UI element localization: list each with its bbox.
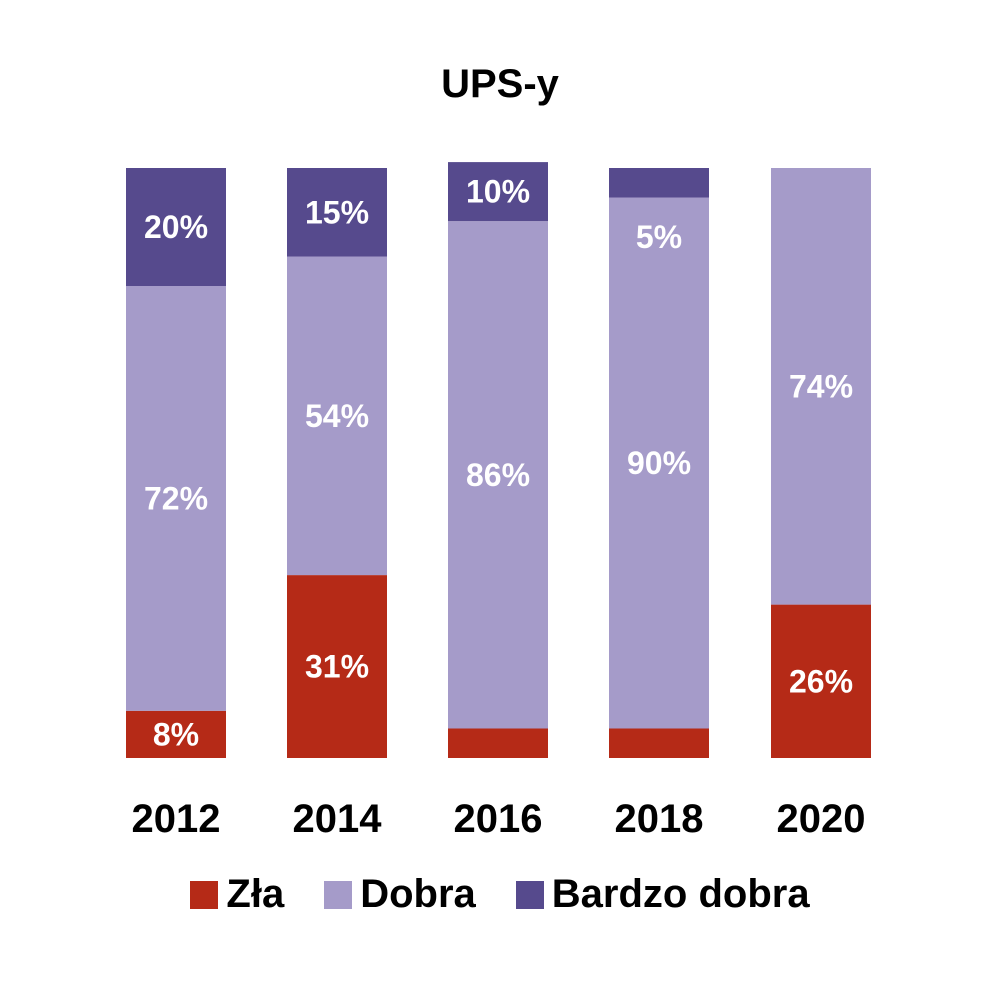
legend-swatch-zla [190, 880, 219, 909]
data-label-2014-2: 15% [305, 194, 369, 230]
x-tick-label-2020: 2020 [777, 797, 866, 841]
legend-swatch-bardzo-dobra [515, 880, 544, 909]
bar-segment-2020-0 [771, 604, 871, 758]
legend-label-bardzo-dobra: Bardzo dobra [551, 872, 810, 916]
bar-segment-2018-1 [609, 197, 709, 729]
bar-segment-2012-0 [126, 710, 226, 758]
bar-segment-2014-2 [287, 168, 387, 257]
chart-title: UPS-y [441, 62, 559, 106]
bar-segment-2012-2 [126, 168, 226, 286]
x-tick-label-2014: 2014 [293, 797, 383, 841]
legend-swatch-dobra [324, 880, 353, 909]
legend-label-dobra: Dobra [360, 872, 476, 916]
bar-segment-2016-2 [448, 162, 548, 222]
bar-segment-2012-1 [126, 286, 226, 711]
data-label-2020-0: 26% [789, 663, 853, 699]
data-label-2012-1: 72% [144, 480, 208, 516]
bar-segment-2014-0 [287, 575, 387, 758]
data-label-2012-2: 20% [144, 209, 208, 245]
x-tick-label-2018: 2018 [615, 797, 704, 841]
data-label-2014-0: 31% [305, 649, 369, 685]
legend-label-zla: Zła [226, 872, 285, 916]
annotation-label-2018-0: 5% [636, 219, 682, 255]
bar-segment-2018-2 [609, 168, 709, 198]
data-label-2018-1: 90% [627, 445, 691, 481]
data-label-2012-0: 8% [153, 716, 199, 752]
legend-item-dobra: Dobra [324, 872, 476, 917]
data-label-2016-1: 86% [466, 457, 530, 493]
x-tick-label-2016: 2016 [454, 797, 543, 841]
bar-segment-2016-0 [448, 728, 548, 758]
data-label-2020-1: 74% [789, 368, 853, 404]
bar-segment-2014-1 [287, 256, 387, 576]
legend-item-zla: Zła [190, 872, 284, 917]
bar-segment-2020-1 [771, 168, 871, 605]
legend: Zła Dobra Bardzo dobra [0, 872, 1000, 917]
legend-item-bardzo-dobra: Bardzo dobra [515, 872, 810, 917]
bar-segment-2016-1 [448, 221, 548, 729]
x-tick-label-2012: 2012 [132, 797, 221, 841]
data-label-2016-2: 10% [466, 174, 530, 210]
data-label-2014-1: 54% [305, 398, 369, 434]
bar-segment-2018-0 [609, 728, 709, 758]
